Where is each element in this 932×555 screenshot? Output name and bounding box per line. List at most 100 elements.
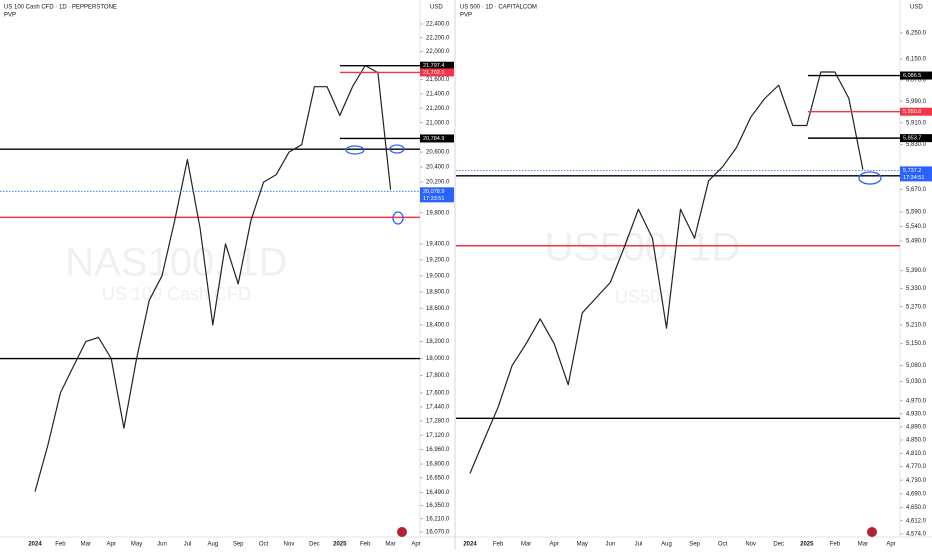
last-price-box <box>420 187 454 203</box>
price-label: 20,784.9 <box>423 136 444 142</box>
x-tick-label: Jul <box>635 542 643 548</box>
x-tick-label: Mar <box>385 542 395 548</box>
currency-label: USD <box>430 5 443 11</box>
countdown-label: 17:33:51 <box>423 196 444 202</box>
x-tick-label: Dec <box>309 542 320 548</box>
y-tick-label: 18,200.0 <box>426 339 450 345</box>
price-label-box <box>900 71 932 80</box>
price-label: 5,950.8 <box>903 109 921 115</box>
y-tick-label: 6,150.0 <box>906 56 927 62</box>
y-tick-label: 5,590.0 <box>906 210 927 216</box>
x-tick-label: Feb <box>493 542 504 548</box>
indicator-label: PVP <box>4 13 16 19</box>
x-tick-label: Dec <box>773 542 784 548</box>
price-label: 5,853.7 <box>903 136 921 142</box>
y-tick-label: 18,400.0 <box>426 322 450 328</box>
y-tick-label: 4,690.0 <box>906 491 927 497</box>
y-tick-label: 4,612.0 <box>906 518 927 524</box>
flag-icon <box>397 527 407 537</box>
chart-title: US 500 · 1D · CAPITALCOM <box>460 5 537 11</box>
x-tick-label: Nov <box>745 542 756 548</box>
y-tick-label: 21,400.0 <box>426 91 450 97</box>
flag-icon <box>867 527 877 537</box>
y-tick-label: 16,490.0 <box>426 490 450 496</box>
y-tick-label: 5,210.0 <box>906 323 927 329</box>
x-tick-label: Mar <box>81 542 91 548</box>
y-tick-label: 5,150.0 <box>906 341 927 347</box>
y-tick-label: 17,440.0 <box>426 404 450 410</box>
y-tick-label: 20,200.0 <box>426 180 450 186</box>
x-tick-label: Feb <box>830 542 841 548</box>
watermark-subtitle: US 100 Cash CFD <box>102 284 251 304</box>
y-tick-label: 4,650.0 <box>906 505 927 511</box>
y-tick-label: 20,600.0 <box>426 150 450 156</box>
x-tick-label: 2025 <box>800 542 814 548</box>
watermark: US500, 1D <box>545 226 741 270</box>
x-tick-label: Sep <box>233 542 244 548</box>
watermark-subtitle: US500 <box>615 287 670 307</box>
y-tick-label: 5,080.0 <box>906 363 927 369</box>
y-tick-label: 5,540.0 <box>906 224 927 230</box>
y-tick-label: 16,070.0 <box>426 530 450 536</box>
y-tick-label: 5,910.0 <box>906 120 927 126</box>
x-tick-label: Aug <box>207 542 218 548</box>
y-tick-label: 21,000.0 <box>426 120 450 126</box>
y-tick-label: 4,970.0 <box>906 398 927 404</box>
y-tick-label: 16,650.0 <box>426 475 450 481</box>
y-tick-label: 19,200.0 <box>426 257 450 263</box>
y-tick-label: 5,030.0 <box>906 379 927 385</box>
x-tick-label: Jul <box>184 542 192 548</box>
last-price-box <box>900 166 932 182</box>
last-price-label: 5,737.2 <box>903 168 921 174</box>
price-label-box <box>900 107 932 116</box>
x-tick-label: Oct <box>718 542 728 548</box>
x-tick-label: Mar <box>858 542 868 548</box>
annotation-ellipse <box>392 211 404 225</box>
y-tick-label: 16,350.0 <box>426 503 450 509</box>
y-tick-label: 4,770.0 <box>906 464 927 470</box>
y-tick-label: 16,210.0 <box>426 516 450 522</box>
y-tick-label: 21,200.0 <box>426 106 450 112</box>
y-tick-label: 4,730.0 <box>906 478 927 484</box>
marks: US 100 Cash CFD · 1D · PEPPERSTONE PVP USD… <box>0 5 932 548</box>
x-tick-label: Oct <box>259 542 269 548</box>
price-line <box>469 71 864 474</box>
price-label: 21,702.1 <box>423 70 444 76</box>
price-label-box <box>420 68 454 77</box>
x-tick-label: Aug <box>661 542 672 548</box>
y-tick-label: 17,800.0 <box>426 373 450 379</box>
x-tick-label: Jun <box>157 542 167 548</box>
y-tick-label: 22,200.0 <box>426 35 450 41</box>
y-tick-label: 19,000.0 <box>426 273 450 279</box>
y-tick-label: 17,120.0 <box>426 433 450 439</box>
y-tick-label: 4,574.0 <box>906 532 927 538</box>
y-tick-label: 4,890.0 <box>906 424 927 430</box>
y-tick-label: 17,600.0 <box>426 390 450 396</box>
x-tick-label: 2024 <box>28 542 42 548</box>
x-tick-label: Apr <box>411 542 420 548</box>
y-tick-label: 18,800.0 <box>426 290 450 296</box>
y-tick-label: 21,600.0 <box>426 77 450 83</box>
x-tick-label: Feb <box>55 542 66 548</box>
x-tick-label: 2024 <box>463 542 477 548</box>
y-tick-label: 5,830.0 <box>906 142 927 148</box>
y-tick-label: 4,930.0 <box>906 411 927 417</box>
price-label-box <box>420 61 454 70</box>
y-tick-label: 6,070.0 <box>906 77 927 83</box>
chart-title: US 100 Cash CFD · 1D · PEPPERSTONE <box>4 5 117 11</box>
y-tick-label: 18,000.0 <box>426 356 450 362</box>
y-tick-label: 5,330.0 <box>906 286 927 292</box>
x-tick-label: Nov <box>284 542 295 548</box>
y-tick-label: 4,850.0 <box>906 438 927 444</box>
watermark: NAS100, 1D <box>65 241 287 285</box>
price-label: 21,797.4 <box>423 63 444 69</box>
y-tick-label: 5,490.0 <box>906 239 927 245</box>
y-tick-label: 16,960.0 <box>426 447 450 453</box>
y-tick-label: 5,270.0 <box>906 304 927 310</box>
y-tick-label: 22,400.0 <box>426 22 450 28</box>
y-tick-label: 6,250.0 <box>906 31 927 37</box>
x-tick-label: May <box>577 542 588 548</box>
x-tick-label: Feb <box>360 542 371 548</box>
x-tick-label: Jun <box>605 542 615 548</box>
